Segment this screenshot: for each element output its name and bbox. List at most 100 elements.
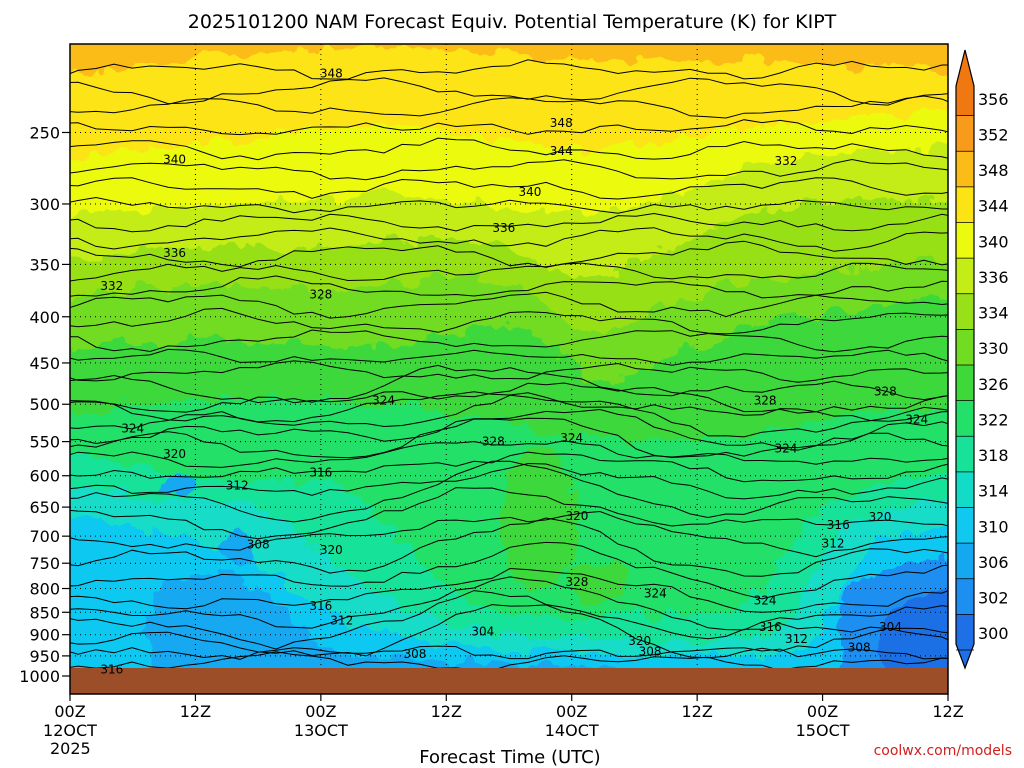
contour-line xyxy=(70,487,948,540)
colorbar-label: 356 xyxy=(978,90,1009,109)
chart-title: 2025101200 NAM Forecast Equiv. Potential… xyxy=(188,11,837,33)
colorbar-swatch xyxy=(956,222,974,259)
y-tick-label: 550 xyxy=(29,433,60,452)
colorbar-swatch xyxy=(956,151,974,187)
colorbar-swatch xyxy=(956,365,974,401)
credit-text: coolwx.com/models xyxy=(874,743,1012,759)
colorbar-swatch xyxy=(956,115,974,152)
contour-label: 316 xyxy=(309,599,332,613)
x-tick-label: 2025 xyxy=(50,739,91,758)
contour-line xyxy=(70,417,948,459)
contour-line xyxy=(70,307,948,335)
contour-line xyxy=(70,460,948,523)
contour-line xyxy=(70,360,948,383)
contour-label: 336 xyxy=(492,221,515,235)
contour-label: 324 xyxy=(121,422,144,436)
contour-label: 336 xyxy=(163,246,186,260)
x-tick-label: 12Z xyxy=(180,702,211,721)
contour-line xyxy=(70,275,948,299)
colorbar-label: 318 xyxy=(978,446,1009,465)
contour-label: 328 xyxy=(565,575,588,589)
colorbar-swatch xyxy=(956,293,974,330)
contour-line xyxy=(70,240,948,268)
colorbar-label: 300 xyxy=(978,624,1009,643)
contour-label: 324 xyxy=(775,442,798,456)
contour-line xyxy=(70,394,948,438)
plot-area: 3483483443403403323363363323283243243203… xyxy=(69,43,949,695)
colorbar-swatch xyxy=(956,507,974,544)
x-tick-label: 00Z xyxy=(54,702,85,721)
colorbar-swatch xyxy=(956,543,974,579)
colorbar-label: 326 xyxy=(978,375,1009,394)
y-tick-label: 450 xyxy=(29,354,60,373)
contour-line xyxy=(70,329,948,353)
y-tick-label: 500 xyxy=(29,395,60,414)
contour-label: 304 xyxy=(471,625,494,639)
contour-line xyxy=(70,59,948,80)
y-tick-label: 600 xyxy=(29,467,60,486)
contour-label: 316 xyxy=(100,663,123,677)
x-tick-label: 00Z xyxy=(556,702,587,721)
contour-line xyxy=(70,462,948,500)
colorbar-swatch xyxy=(956,186,974,223)
contour-label: 328 xyxy=(874,384,897,398)
contour-label: 312 xyxy=(330,613,353,627)
contour-line xyxy=(70,576,948,631)
y-tick-label: 400 xyxy=(29,308,60,327)
contour-line xyxy=(70,567,948,613)
contour-line xyxy=(70,137,948,161)
contour-label: 340 xyxy=(518,185,541,199)
ground-below-surface xyxy=(70,668,948,694)
colorbar-label: 348 xyxy=(978,161,1009,180)
plot-frame xyxy=(69,43,949,695)
contour-line xyxy=(70,119,948,136)
colorbar-label: 310 xyxy=(978,517,1009,536)
x-tick-label: 12OCT xyxy=(43,721,97,740)
contour-label: 328 xyxy=(754,393,777,407)
colorbar-label: 302 xyxy=(978,589,1009,608)
colorbar-label: 336 xyxy=(978,268,1009,287)
colorbar-swatch xyxy=(956,329,974,365)
contour-line xyxy=(70,510,948,558)
contour-label: 328 xyxy=(309,288,332,302)
contour-line xyxy=(70,158,948,181)
x-tick-label: 12Z xyxy=(681,702,712,721)
contour-label: 320 xyxy=(628,634,651,648)
y-tick-label: 700 xyxy=(29,527,60,546)
colorbar-label: 330 xyxy=(978,339,1009,358)
contour-line xyxy=(70,177,948,200)
band-300 xyxy=(880,589,948,694)
contour-label: 304 xyxy=(879,620,902,634)
contour-line xyxy=(70,348,948,366)
colorbar-swatch xyxy=(956,400,974,437)
contour-line xyxy=(70,382,948,414)
contour-label: 324 xyxy=(754,594,777,608)
band-306 xyxy=(150,571,620,694)
contour-label: 316 xyxy=(309,465,332,479)
contour-line xyxy=(70,541,948,600)
contour-label: 312 xyxy=(785,632,808,646)
x-tick-label: 14OCT xyxy=(545,721,599,740)
y-tick-label: 300 xyxy=(29,195,60,214)
contour-line xyxy=(70,212,948,233)
contour-line xyxy=(70,651,948,672)
x-tick-label: 00Z xyxy=(305,702,336,721)
colorbar-label: 334 xyxy=(978,304,1009,323)
y-tick-label: 350 xyxy=(29,255,60,274)
contour-label: 328 xyxy=(482,435,505,449)
contour-label: 320 xyxy=(163,447,186,461)
y-tick-label: 1000 xyxy=(19,667,60,686)
contour-line xyxy=(70,408,948,449)
contour-line xyxy=(70,590,948,650)
colorbar-label: 340 xyxy=(978,232,1009,251)
contour-label: 308 xyxy=(848,641,871,655)
x-tick-label: 13OCT xyxy=(294,721,348,740)
colorbar: 300 302 306 310 314 318 322 326 330 334 336 340 344 3… xyxy=(955,49,1009,670)
contour-label: 344 xyxy=(550,144,573,158)
y-tick-label: 650 xyxy=(29,498,60,517)
colorbar-label: 352 xyxy=(978,125,1009,144)
x-tick-label: 12Z xyxy=(932,702,963,721)
colorbar-outline xyxy=(955,49,975,670)
contour-lines xyxy=(70,59,948,672)
